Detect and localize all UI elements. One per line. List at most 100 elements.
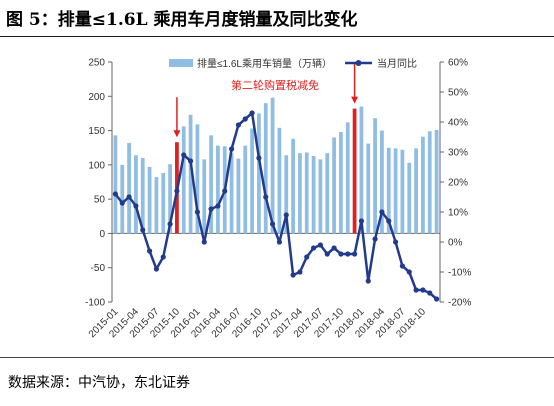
- sales-bar: [298, 153, 302, 234]
- yoy-point: [317, 242, 324, 248]
- sales-bar: [168, 164, 172, 234]
- sales-bar: [332, 137, 336, 234]
- sales-bar: [181, 126, 186, 234]
- sales-bar: [339, 131, 343, 234]
- yoy-point: [406, 269, 412, 275]
- yoy-point: [119, 200, 125, 206]
- yoy-point: [345, 251, 351, 257]
- yoy-point: [372, 236, 378, 242]
- sales-bar: [421, 136, 425, 234]
- sales-bar: [380, 130, 384, 234]
- sales-bar: [414, 148, 418, 234]
- yoy-point: [276, 239, 283, 245]
- yoy-point: [269, 221, 276, 227]
- yoy-point: [392, 239, 399, 245]
- yoy-point: [153, 266, 160, 272]
- left-tick-label: -100: [85, 298, 105, 309]
- yoy-point: [222, 188, 228, 194]
- figure-title-text: 图 5：排量≤1.6L 乘用车月度销量及同比变化: [6, 9, 358, 30]
- yoy-point: [386, 218, 392, 224]
- annotation-text: 第二轮购置税减免: [231, 78, 319, 92]
- sales-bar: [393, 148, 398, 234]
- sales-bar: [127, 142, 131, 234]
- yoy-point: [256, 155, 262, 161]
- sales-bar: [195, 124, 200, 234]
- sales-bar: [277, 127, 282, 234]
- sales-bar: [359, 106, 364, 234]
- yoy-point: [413, 287, 419, 293]
- sales-bar: [311, 155, 316, 234]
- right-tick-label: 40%: [448, 118, 468, 129]
- yoy-point: [331, 245, 337, 251]
- annotation-arrow-head: [173, 130, 181, 138]
- sales-bar: [243, 145, 248, 234]
- yoy-point: [310, 245, 317, 251]
- sales-bar: [345, 122, 350, 234]
- sales-bar: [263, 103, 268, 234]
- left-tick-label: 150: [88, 126, 105, 137]
- yoy-point: [181, 152, 187, 158]
- yoy-point: [420, 287, 426, 293]
- sales-bar: [407, 162, 412, 234]
- chart: -100 -50 0 50 100 150 200 250 -20% -10% 0% 10% 20% 30…: [85, 57, 471, 340]
- yoy-point: [249, 110, 255, 116]
- right-tick-label: 30%: [448, 148, 468, 159]
- yoy-point: [358, 218, 365, 224]
- sales-bar: [257, 113, 261, 234]
- sales-bar: [154, 177, 159, 234]
- yoy-point: [304, 254, 310, 260]
- yoy-point: [228, 146, 235, 152]
- annotation-arrow-head: [351, 96, 359, 104]
- yoy-point: [160, 254, 166, 260]
- sales-bar: [120, 164, 125, 234]
- sales-bar: [304, 152, 309, 234]
- right-tick-label: -20%: [448, 298, 471, 309]
- yoy-point: [263, 194, 269, 200]
- left-tick-label: 250: [88, 58, 105, 69]
- yoy-point: [126, 194, 132, 200]
- left-tick-label: 50: [94, 195, 106, 206]
- sales-bar: [188, 114, 193, 234]
- sales-bar: [325, 153, 330, 234]
- sales-bar: [366, 143, 371, 234]
- yoy-point: [283, 212, 289, 218]
- yoy-point: [338, 251, 344, 257]
- sales-bar: [400, 149, 405, 234]
- right-tick-label: 50%: [448, 88, 468, 99]
- source-rule: [0, 357, 554, 358]
- yoy-point: [187, 158, 194, 164]
- yoy-point: [146, 248, 153, 254]
- yoy-point: [290, 272, 296, 278]
- sales-bar: [291, 138, 295, 234]
- yoy-point: [140, 227, 146, 233]
- sales-bar: [434, 129, 439, 234]
- legend-bar-label: 排量≤1.6L乘用车销量（万辆）: [197, 57, 332, 70]
- sales-bar: [250, 128, 254, 234]
- sales-bar: [134, 155, 138, 234]
- left-tick-label: -50: [91, 263, 106, 274]
- sales-bar: [284, 155, 289, 234]
- yoy-point: [133, 203, 139, 209]
- sales-bar: [270, 97, 275, 234]
- yoy-point: [297, 269, 303, 275]
- yoy-point: [324, 251, 330, 257]
- sales-bar: [427, 131, 432, 234]
- legend-line-label: 当月同比: [377, 57, 417, 70]
- legend-bar-swatch: [169, 59, 193, 67]
- right-tick-label: 10%: [448, 208, 468, 219]
- source-note: 数据来源：中汽协，东北证券: [8, 375, 190, 391]
- sales-bar: [147, 166, 152, 234]
- yoy-point: [215, 203, 221, 209]
- sales-bar: [216, 145, 220, 234]
- sales-bar: [229, 153, 234, 234]
- yoy-point: [379, 209, 385, 215]
- yoy-point: [201, 239, 207, 245]
- yoy-point: [174, 188, 180, 194]
- yoy-point: [208, 206, 214, 212]
- left-tick-label: 200: [88, 92, 105, 103]
- yoy-point: [112, 191, 119, 197]
- highlight-bar: [352, 108, 357, 234]
- title-rule: [0, 36, 554, 37]
- yoy-point: [427, 290, 433, 296]
- yoy-point: [167, 221, 173, 227]
